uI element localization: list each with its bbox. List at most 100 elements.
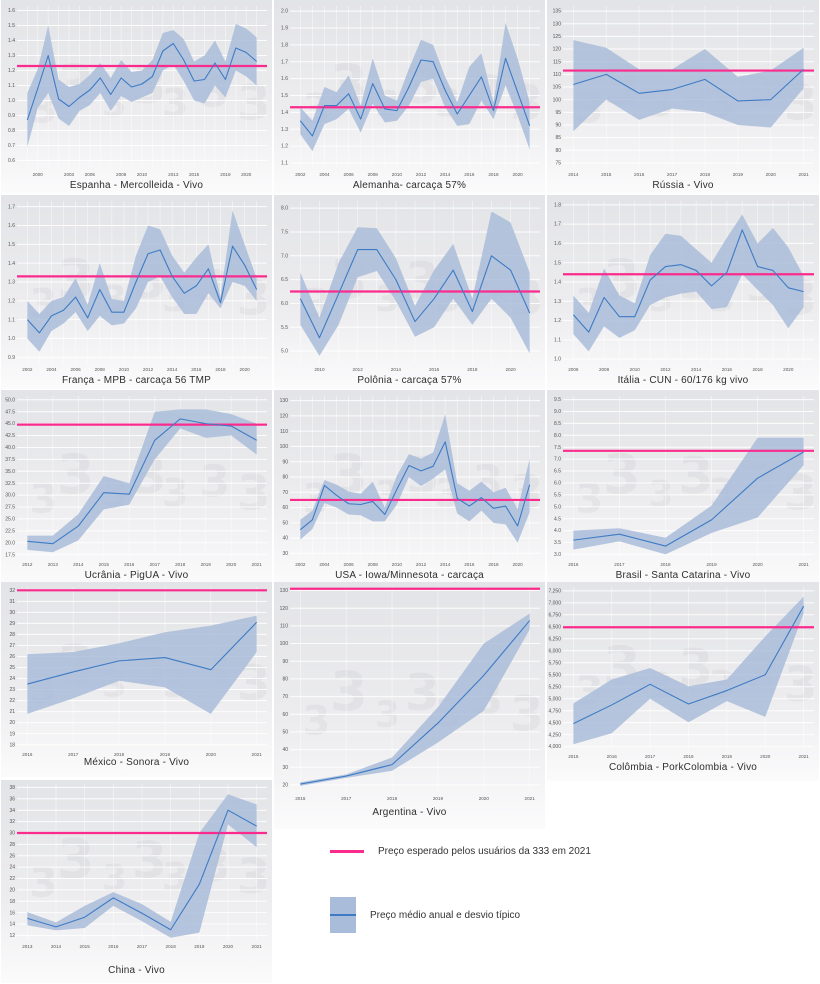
svg-text:1.5: 1.5 <box>8 242 15 248</box>
svg-text:2020: 2020 <box>752 562 763 567</box>
svg-text:2005: 2005 <box>85 172 96 177</box>
franca-plot: 33333330.91.01.11.21.31.41.51.61.7200220… <box>1 195 272 389</box>
svg-text:1.6: 1.6 <box>8 8 15 14</box>
svg-text:60: 60 <box>282 712 288 718</box>
svg-text:2015: 2015 <box>189 172 200 177</box>
chart-title-italia: Itália - CUN - 60/176 kg vivo <box>617 375 749 386</box>
svg-text:2021: 2021 <box>252 752 263 757</box>
svg-text:0.9: 0.9 <box>8 113 15 119</box>
svg-text:34: 34 <box>9 808 15 814</box>
svg-text:2018: 2018 <box>488 562 499 567</box>
svg-text:4,250: 4,250 <box>548 732 561 738</box>
svg-text:2020: 2020 <box>239 367 250 372</box>
svg-text:2014: 2014 <box>691 367 702 372</box>
svg-text:2020: 2020 <box>760 754 771 759</box>
svg-text:1.7: 1.7 <box>554 222 561 228</box>
svg-text:2019: 2019 <box>160 752 171 757</box>
svg-text:2017: 2017 <box>667 172 678 177</box>
svg-text:2019: 2019 <box>722 754 733 759</box>
svg-text:5,750: 5,750 <box>548 660 561 666</box>
svg-text:2018: 2018 <box>215 367 226 372</box>
svg-text:50: 50 <box>282 730 288 736</box>
svg-text:2020: 2020 <box>226 562 237 567</box>
svg-text:3: 3 <box>132 832 167 890</box>
svg-text:85: 85 <box>555 135 561 141</box>
svg-text:2019: 2019 <box>706 562 717 567</box>
svg-text:2010: 2010 <box>137 172 148 177</box>
svg-text:2018: 2018 <box>220 172 231 177</box>
svg-text:24: 24 <box>9 676 15 682</box>
chart-title-alemanha: Alemanha- carcaça 57% <box>352 180 467 191</box>
svg-text:30.0: 30.0 <box>5 493 15 499</box>
svg-text:90: 90 <box>555 123 561 129</box>
svg-text:130: 130 <box>280 398 289 404</box>
svg-text:40.0: 40.0 <box>5 445 15 451</box>
svg-text:17.5: 17.5 <box>5 552 15 558</box>
svg-text:18: 18 <box>9 742 15 748</box>
svg-text:3: 3 <box>678 447 713 505</box>
svg-text:2021: 2021 <box>252 944 263 949</box>
svg-text:2016: 2016 <box>568 562 579 567</box>
svg-text:6.5: 6.5 <box>554 469 561 475</box>
svg-text:1.4: 1.4 <box>8 38 15 44</box>
svg-text:3: 3 <box>237 75 270 131</box>
svg-text:2020: 2020 <box>783 367 794 372</box>
svg-text:2010: 2010 <box>119 367 130 372</box>
svg-text:1.1: 1.1 <box>8 83 15 89</box>
svg-text:2016: 2016 <box>191 367 202 372</box>
svg-text:2020: 2020 <box>505 367 516 372</box>
svg-text:2012: 2012 <box>143 367 154 372</box>
svg-text:5.0: 5.0 <box>554 504 561 510</box>
svg-text:2016: 2016 <box>464 172 475 177</box>
svg-text:2021: 2021 <box>799 754 810 759</box>
svg-text:40: 40 <box>282 747 288 753</box>
svg-text:2018: 2018 <box>683 754 694 759</box>
chart-title-brasil: Brasil - Santa Catarina - Vivo <box>615 570 751 581</box>
svg-text:2018: 2018 <box>752 367 763 372</box>
svg-text:4,500: 4,500 <box>548 720 561 726</box>
svg-text:50: 50 <box>282 520 288 526</box>
svg-text:2004: 2004 <box>46 367 57 372</box>
svg-text:3: 3 <box>30 860 58 906</box>
polonia-plot: 33333335.05.56.06.57.07.58.0201020122014… <box>274 195 545 389</box>
svg-text:27.5: 27.5 <box>5 505 15 511</box>
mean-line-swatch <box>330 914 356 916</box>
svg-text:1.7: 1.7 <box>8 204 15 210</box>
svg-text:8.0: 8.0 <box>554 433 561 439</box>
svg-text:2014: 2014 <box>167 367 178 372</box>
svg-text:80: 80 <box>555 148 561 154</box>
svg-text:1.4: 1.4 <box>8 261 15 267</box>
chart-argentina: 3333333203040506070809010011012013020162… <box>273 582 546 830</box>
chart-title-colombia: Colômbia - PorkColombia - Vivo <box>608 762 758 773</box>
svg-text:2008: 2008 <box>599 367 610 372</box>
svg-text:2018: 2018 <box>387 796 398 801</box>
svg-text:115: 115 <box>553 59 561 65</box>
svg-text:2014: 2014 <box>73 562 84 567</box>
svg-text:2010: 2010 <box>630 367 641 372</box>
argentina-plot: 3333333203040506070809010011012013020162… <box>274 582 545 829</box>
svg-text:18: 18 <box>9 899 15 905</box>
svg-text:1.8: 1.8 <box>281 42 288 48</box>
svg-text:2008: 2008 <box>368 172 379 177</box>
svg-text:70: 70 <box>282 490 288 496</box>
svg-text:6.0: 6.0 <box>281 301 288 307</box>
svg-text:1.3: 1.3 <box>281 127 288 133</box>
svg-text:1.5: 1.5 <box>281 93 288 99</box>
svg-text:36: 36 <box>9 796 15 802</box>
svg-text:1.1: 1.1 <box>281 161 288 167</box>
svg-text:135: 135 <box>553 9 562 15</box>
svg-text:40: 40 <box>282 536 288 542</box>
svg-text:2003: 2003 <box>64 172 75 177</box>
svg-text:0.8: 0.8 <box>8 128 15 134</box>
svg-text:7.0: 7.0 <box>554 457 561 463</box>
svg-text:2002: 2002 <box>295 562 306 567</box>
chart-title-russia: Rússia - Vivo <box>652 180 714 191</box>
svg-text:2021: 2021 <box>799 172 810 177</box>
svg-text:95: 95 <box>555 110 561 116</box>
svg-text:2019: 2019 <box>201 562 212 567</box>
svg-text:0.7: 0.7 <box>8 143 15 149</box>
svg-text:2018: 2018 <box>114 752 125 757</box>
svg-text:3.5: 3.5 <box>554 540 561 546</box>
svg-text:5,250: 5,250 <box>548 684 561 690</box>
